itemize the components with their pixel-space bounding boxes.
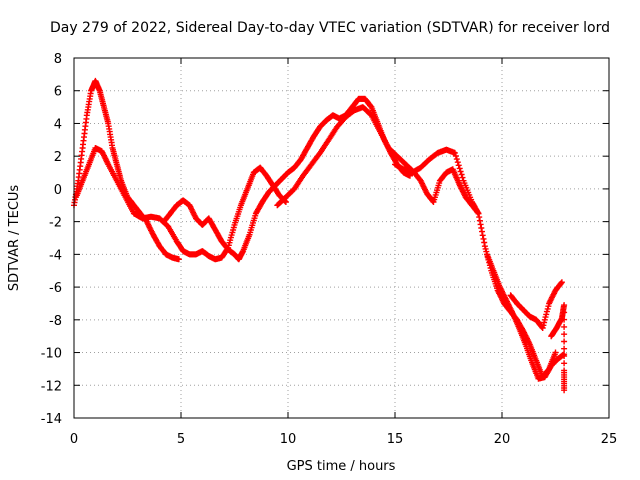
y-tick-label: -12 [41,379,62,394]
data-point [561,323,568,330]
series-track-2 [73,145,289,263]
y-tick-label: -10 [41,347,62,362]
data-point [561,345,568,352]
data-point [561,360,568,367]
x-tick-label: 0 [70,432,78,447]
y-tick-label: 2 [54,150,62,165]
data-point [456,165,463,172]
plot-frame [73,57,610,419]
series-track-6 [484,251,568,382]
axis-ticks: 0 5 10 15 20 25 -14 -12 -10 -8 -6 -4 -2 0 2 4 6 8 [41,52,618,447]
data-point [455,162,462,169]
data-point [561,302,568,309]
data-point [459,174,466,181]
data-point [558,279,565,286]
data-point [452,153,459,159]
data-point [458,171,465,178]
series-track-5 [392,146,559,381]
data-point [175,256,182,263]
chart-title: Day 279 of 2022, Sidereal Day-to-day VTE… [50,20,610,36]
y-tick-label: -14 [41,412,62,427]
data-point [479,232,486,239]
y-tick-label: 6 [54,85,62,100]
data-point [453,156,460,163]
y-tick-label: -2 [49,216,62,231]
data-point [561,309,568,316]
data-point [457,168,464,175]
series-track-7 [507,279,565,331]
data-point [561,316,568,323]
data-point [561,353,568,359]
data-point [454,159,461,166]
y-tick-label: 0 [54,183,62,198]
x-tick-label: 15 [387,432,404,447]
x-tick-label: 20 [494,432,511,447]
x-tick-label: 10 [280,432,297,447]
y-tick-label: -6 [49,281,62,296]
y-axis-label: SDTVAR / TECUs [7,185,22,292]
x-axis-label: GPS time / hours [287,459,396,474]
grid [74,58,609,418]
y-tick-label: 8 [54,52,62,67]
data-point [561,331,568,338]
data-points [71,77,568,394]
data-point [561,338,568,345]
x-tick-label: 25 [601,432,618,447]
data-point [451,149,458,156]
series-track-1 [71,77,182,263]
data-point [552,349,559,356]
y-tick-label: -8 [49,314,62,329]
x-tick-label: 5 [177,432,185,447]
series-track-8 [548,302,568,394]
y-tick-label: 4 [54,117,62,132]
data-point [561,387,568,394]
y-tick-label: -4 [49,248,62,263]
